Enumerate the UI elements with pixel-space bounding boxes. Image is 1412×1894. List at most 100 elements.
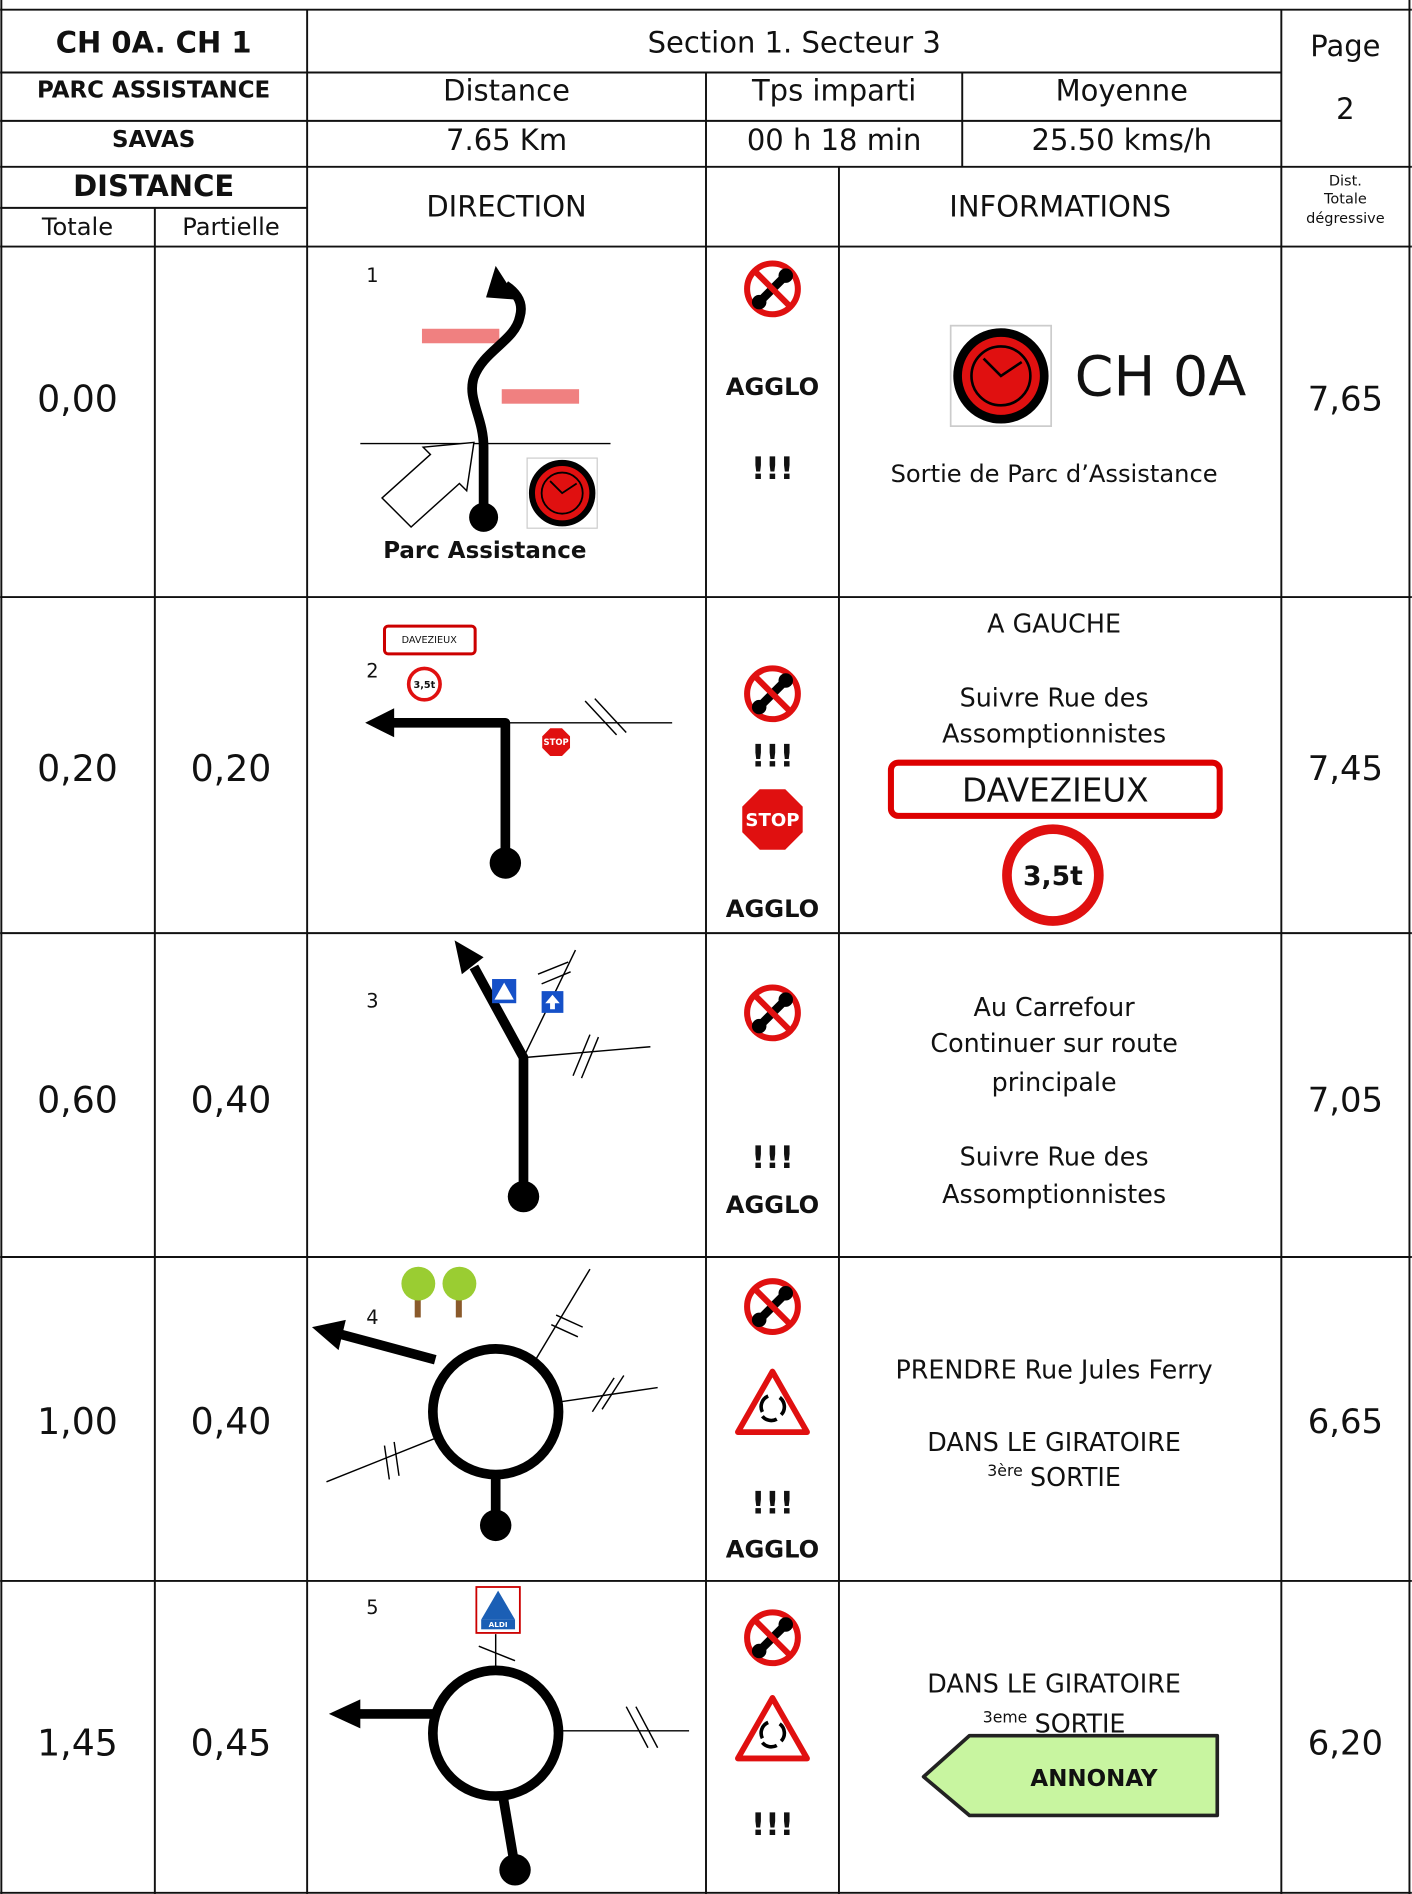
marker: [421, 328, 500, 344]
remaining: 6,65: [1308, 1402, 1383, 1441]
step-number: 3: [366, 989, 378, 1012]
route: [467, 281, 526, 518]
info: Suivre Rue des: [960, 682, 1149, 712]
alert: STOP: [745, 810, 799, 831]
town-sign: [887, 759, 1223, 819]
clock-icon: [951, 326, 1051, 426]
exit: 3ère SORTIE: [987, 1460, 1121, 1492]
location: PARC ASSISTANCE: [37, 78, 270, 104]
road-line: [523, 1045, 651, 1059]
exit-text: SORTIE: [1030, 1462, 1121, 1492]
town-sign: [382, 624, 477, 656]
total: 0,60: [37, 1078, 118, 1121]
section: Section 1. Secteur 3: [648, 25, 941, 59]
sign-text: DAVEZIEUX: [962, 771, 1149, 809]
page-number: 2: [1336, 92, 1354, 126]
alert: !!!: [751, 739, 794, 775]
no-repair-sign: [747, 1612, 798, 1663]
info: A GAUCHE: [987, 609, 1121, 639]
hatch: [625, 1706, 649, 1749]
row: 0,00 7,65 1 Parc Assistance AGGLO !!! CH…: [37, 263, 1383, 564]
page-label: Page: [1310, 29, 1380, 63]
oneway-icon: [545, 994, 560, 1010]
exit-rank: 3ère: [987, 1460, 1022, 1479]
sign-text: 3,5t: [414, 680, 436, 691]
hatch: [383, 1445, 391, 1480]
arrow-head: [365, 708, 395, 738]
time-label: Tps imparti: [751, 74, 916, 108]
col-distance: DISTANCE: [73, 169, 234, 203]
row: 0,20 0,20 7,45 2 DAVEZIEUX 3,5t STOP !!!…: [37, 609, 1383, 926]
partial: 0,20: [191, 747, 272, 790]
remaining: 7,65: [1308, 379, 1383, 418]
hatch: [601, 1375, 625, 1410]
total: 0,20: [37, 747, 118, 790]
col-total: Totale: [41, 213, 113, 241]
col-remaining: Dist.: [1329, 173, 1362, 189]
route: [339, 1329, 437, 1365]
trees: [401, 1266, 477, 1318]
start-dot: [507, 1180, 540, 1213]
info: Au Carrefour: [973, 992, 1135, 1022]
alert: !!!: [751, 1807, 794, 1843]
entry-arrow: [381, 441, 475, 528]
hatch: [555, 1314, 584, 1328]
arrow-head: [311, 1319, 346, 1351]
roundabout: [428, 1665, 564, 1801]
info: principale: [992, 1067, 1117, 1097]
time: 00 h 18 min: [747, 123, 922, 157]
partial: 0,45: [191, 1721, 272, 1764]
alert: !!!: [751, 451, 794, 487]
alert: AGGLO: [726, 373, 819, 401]
arrow-head: [454, 940, 484, 975]
arrow-head: [486, 265, 518, 300]
no-repair-sign: [747, 1281, 798, 1332]
partial: 0,40: [191, 1400, 272, 1443]
remaining: 6,20: [1308, 1723, 1383, 1762]
brand-logo: [481, 1590, 516, 1620]
crossing-icon: [494, 982, 514, 1000]
row: 0,60 0,40 7,05 3 !!! AGGLO Au Carrefour …: [37, 940, 1383, 1219]
exit-text: SORTIE: [1035, 1709, 1126, 1739]
no-repair-sign: [747, 987, 798, 1038]
speed-label: Moyenne: [1056, 74, 1188, 108]
sign-text: ANNONAY: [1030, 1766, 1157, 1792]
roundabout-warning: [738, 1372, 807, 1433]
roundabout: [428, 1344, 564, 1480]
hatch: [591, 1377, 615, 1413]
start-dot: [499, 1854, 531, 1886]
col-informations: INFORMATIONS: [949, 190, 1171, 224]
row: 1,00 0,40 6,65 4 !!! AGGLO PRENDRE Rue J…: [37, 1266, 1383, 1564]
alert: AGGLO: [726, 1536, 819, 1564]
sign-text: STOP: [543, 737, 568, 747]
col-direction: DIRECTION: [426, 190, 586, 224]
hatch: [572, 1034, 591, 1077]
remaining: 7,05: [1308, 1080, 1383, 1119]
control: CH 0A: [1075, 345, 1247, 410]
info: Assomptionnistes: [942, 1179, 1166, 1209]
hatch: [393, 1441, 400, 1476]
arrow-head: [328, 1699, 361, 1729]
no-repair-sign: [747, 668, 798, 719]
code: CH 0A. CH 1: [56, 25, 252, 59]
info: Continuer sur route: [930, 1028, 1177, 1058]
hatch: [594, 698, 627, 733]
direction-sign: [921, 1733, 1220, 1818]
col-partial: Partielle: [182, 213, 280, 241]
brand-logo: [481, 1619, 516, 1630]
hatch: [580, 1036, 600, 1079]
info: Suivre Rue des: [960, 1142, 1149, 1172]
weight-sign: [1002, 824, 1104, 926]
exit-rank: 3eme: [983, 1707, 1028, 1726]
road-line: [326, 1437, 436, 1483]
info: DANS LE GIRATOIRE: [927, 1669, 1181, 1699]
roundabout-warning: [738, 1698, 807, 1759]
partial: 0,40: [191, 1078, 272, 1121]
sign-text: 3,5t: [1023, 861, 1083, 892]
start-dot: [479, 1509, 512, 1542]
hatch: [635, 1706, 659, 1749]
alert: AGGLO: [726, 895, 819, 923]
